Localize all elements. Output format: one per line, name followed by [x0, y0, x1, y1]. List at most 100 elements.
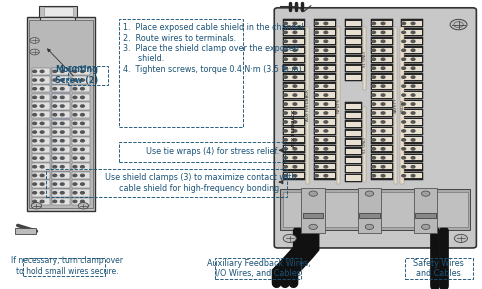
Circle shape [411, 94, 415, 96]
Circle shape [372, 112, 375, 114]
Text: AUX FEEDBACK: AUX FEEDBACK [292, 109, 296, 147]
Circle shape [381, 103, 385, 105]
Bar [402, 66, 422, 71]
Bar [345, 165, 362, 173]
Circle shape [53, 200, 57, 203]
Bar [363, 107, 366, 182]
Circle shape [80, 105, 84, 107]
Bar [345, 111, 362, 119]
Circle shape [411, 157, 415, 159]
Bar [52, 67, 70, 205]
Bar [372, 110, 392, 116]
Bar [52, 137, 70, 144]
Bar [282, 192, 468, 227]
Bar [52, 180, 70, 188]
Circle shape [53, 70, 57, 73]
Circle shape [309, 224, 317, 229]
Bar [72, 137, 90, 144]
Circle shape [411, 31, 415, 34]
Bar [52, 154, 70, 162]
Bar [315, 57, 335, 62]
Bar [314, 37, 336, 45]
Circle shape [411, 49, 415, 51]
Bar [401, 64, 423, 72]
Bar [346, 166, 362, 172]
Circle shape [60, 200, 64, 203]
Circle shape [283, 166, 287, 168]
Circle shape [315, 130, 318, 132]
Bar [32, 163, 50, 171]
Bar [372, 101, 392, 107]
Text: GND/W: GND/W [400, 99, 404, 112]
Circle shape [283, 103, 287, 105]
Circle shape [381, 112, 385, 114]
Circle shape [53, 122, 57, 125]
Bar [402, 92, 422, 98]
Bar [283, 146, 304, 151]
Circle shape [315, 40, 318, 42]
Circle shape [293, 40, 297, 42]
Bar [345, 102, 362, 110]
Circle shape [372, 103, 375, 105]
Bar [314, 82, 336, 90]
Bar [402, 173, 422, 178]
Circle shape [324, 139, 328, 141]
Circle shape [293, 85, 297, 87]
Circle shape [33, 200, 37, 203]
Bar [46, 169, 287, 197]
Circle shape [40, 200, 44, 203]
Bar [372, 21, 392, 26]
Bar [372, 48, 392, 53]
Circle shape [33, 88, 37, 90]
Circle shape [33, 174, 37, 177]
Circle shape [402, 157, 405, 159]
Bar [283, 155, 304, 160]
Circle shape [60, 114, 64, 116]
Circle shape [372, 22, 375, 25]
Circle shape [402, 40, 405, 42]
Circle shape [73, 96, 77, 99]
Bar [402, 57, 422, 62]
Bar [371, 19, 393, 27]
Bar [372, 137, 392, 142]
Circle shape [60, 140, 64, 142]
Circle shape [381, 148, 385, 150]
Bar [72, 120, 90, 127]
Bar [52, 68, 70, 75]
Bar [283, 75, 304, 80]
Bar [72, 111, 90, 118]
Bar [371, 109, 393, 117]
Circle shape [73, 105, 77, 107]
Circle shape [324, 22, 328, 25]
Bar [371, 64, 393, 72]
Circle shape [293, 139, 297, 141]
Circle shape [324, 76, 328, 78]
Circle shape [53, 183, 57, 185]
Circle shape [53, 140, 57, 142]
Bar [401, 82, 423, 90]
Circle shape [283, 234, 296, 242]
Circle shape [381, 49, 385, 51]
Circle shape [315, 175, 318, 177]
Bar [401, 118, 423, 126]
Circle shape [40, 148, 44, 151]
Bar [345, 120, 362, 128]
Circle shape [372, 40, 375, 42]
Bar [372, 164, 392, 169]
Bar [283, 48, 304, 53]
Bar [358, 188, 381, 233]
Bar [52, 163, 70, 171]
Circle shape [315, 49, 318, 51]
Bar [314, 46, 336, 54]
Circle shape [40, 88, 44, 90]
Bar [282, 73, 305, 81]
Bar [371, 118, 393, 126]
Bar [315, 155, 335, 160]
Bar [345, 147, 362, 155]
Circle shape [73, 114, 77, 116]
Bar [314, 172, 336, 180]
Bar [371, 145, 393, 153]
Bar [315, 119, 335, 125]
Circle shape [73, 88, 77, 90]
Circle shape [411, 58, 415, 60]
